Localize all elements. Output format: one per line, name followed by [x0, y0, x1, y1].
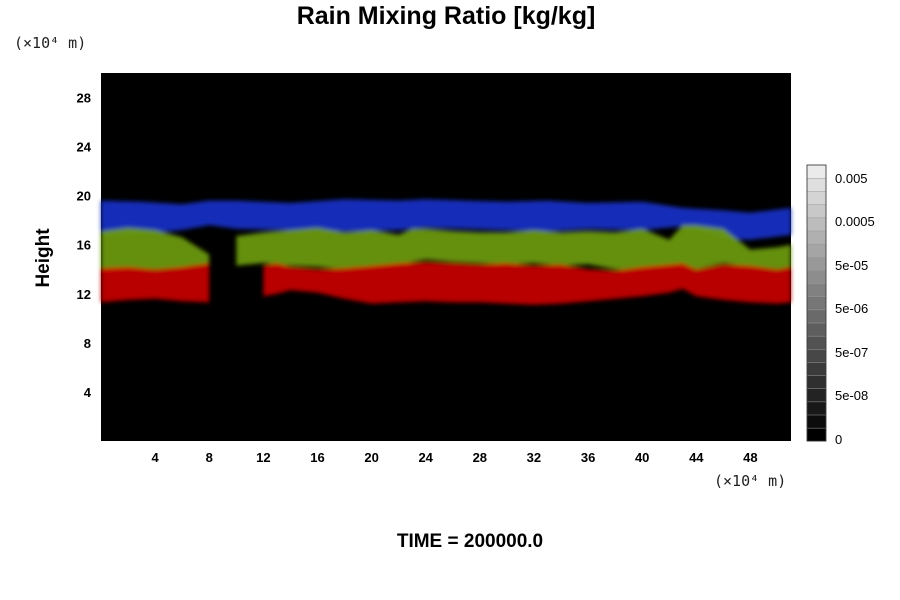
x-tick-label: 44: [689, 450, 704, 465]
colorbar-swatch: [806, 217, 827, 232]
colorbar-swatch: [806, 283, 827, 297]
y-tick-label: 28: [77, 91, 91, 106]
colorbar-label: 5e-08: [835, 388, 868, 403]
x-tick-label: 28: [473, 450, 487, 465]
colorbar-swatch: [806, 388, 827, 403]
y-tick-label: 16: [77, 238, 91, 253]
colorbar-swatch: [806, 427, 827, 442]
chart-title: Rain Mixing Ratio [kg/kg]: [296, 2, 596, 30]
colorbar-label: 5e-07: [835, 345, 868, 360]
colorbar-swatch: [806, 375, 827, 389]
field-layer-0-segment-0: [101, 199, 791, 240]
colorbar-label: 0.005: [835, 171, 868, 186]
y-tick-label: 20: [77, 189, 91, 204]
colorbar-swatch: [806, 309, 827, 324]
x-tick-label: 48: [743, 450, 757, 465]
colorbar-swatch: [806, 256, 827, 271]
colorbar-swatch: [806, 230, 827, 245]
field-layer-2-segment-0: [101, 263, 210, 303]
colorbar-swatch: [806, 164, 827, 179]
y-tick-labels: 4 8 12 16 20 24 28: [77, 91, 92, 400]
colorbar-swatch: [806, 348, 827, 363]
colorbar-label: 0.0005: [835, 214, 875, 229]
x-tick-label: 32: [527, 450, 541, 465]
colorbar-swatch: [806, 335, 827, 350]
y-tick-label: 8: [84, 336, 91, 351]
x-tick-label: 40: [635, 450, 649, 465]
field-layer-2-segment-1: [263, 261, 791, 305]
x-tick-label: 8: [206, 450, 213, 465]
colorbar-swatch: [806, 296, 827, 311]
colorbar-swatch: [806, 322, 827, 337]
colorbar-swatch: [806, 269, 827, 284]
colorbar-swatch: [806, 243, 827, 258]
y-axis-unit: (×10⁴ m): [14, 34, 87, 52]
colorbar: 0.005 0.0005 5e-05 5e-06 5e-07 5e-08 0: [806, 164, 875, 447]
colorbar-swatch: [806, 204, 827, 219]
colorbar-label: 0: [835, 432, 842, 447]
colorbar-swatch: [806, 361, 827, 376]
x-tick-label: 24: [418, 450, 433, 465]
x-tick-labels: 4 8 12 16 20 24 28 32 36 40 44 48: [151, 450, 757, 465]
time-label: TIME = 200000.0: [396, 531, 544, 552]
x-tick-label: 12: [256, 450, 270, 465]
x-axis-unit: (×10⁴ m): [714, 472, 787, 490]
colorbar-swatch: [806, 414, 827, 429]
colorbar-swatch: [806, 177, 827, 192]
colorbar-swatch: [806, 401, 827, 416]
y-tick-label: 24: [77, 140, 92, 155]
colorbar-label: 5e-06: [835, 301, 868, 316]
y-tick-label: 12: [77, 287, 91, 302]
x-tick-label: 4: [151, 450, 159, 465]
field-layers: [101, 199, 792, 305]
colorbar-swatch: [806, 191, 827, 205]
field-layer-1-segment-0: [101, 227, 210, 273]
x-tick-label: 20: [364, 450, 378, 465]
y-tick-label: 4: [84, 385, 92, 400]
x-tick-label: 36: [581, 450, 595, 465]
field-layer-1-segment-1: [236, 225, 792, 271]
colorbar-frame: [806, 164, 827, 442]
colorbar-label: 5e-05: [835, 258, 868, 273]
x-tick-label: 16: [310, 450, 324, 465]
